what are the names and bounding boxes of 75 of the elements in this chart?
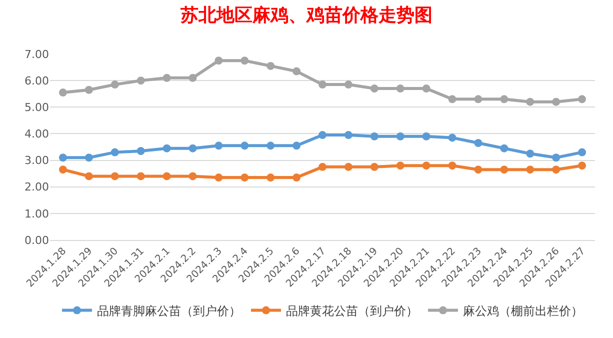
point bbox=[474, 166, 482, 174]
point bbox=[422, 162, 430, 170]
point bbox=[344, 80, 352, 89]
point bbox=[500, 95, 508, 104]
point bbox=[396, 84, 404, 93]
point bbox=[578, 95, 586, 104]
point bbox=[474, 95, 482, 104]
y-tick-label: 1.00 bbox=[24, 207, 49, 220]
point bbox=[110, 172, 119, 180]
point bbox=[240, 56, 249, 65]
point bbox=[58, 166, 67, 174]
point bbox=[240, 174, 249, 182]
legend-label: 品牌黄花公苗（到户价） bbox=[286, 304, 418, 318]
point bbox=[526, 150, 534, 158]
y-tick-label: 0.00 bbox=[24, 234, 49, 247]
point bbox=[422, 84, 430, 93]
point bbox=[136, 172, 145, 180]
point bbox=[214, 142, 223, 150]
y-tick-label: 7.00 bbox=[24, 48, 49, 61]
legend-label: 品牌青脚麻公苗（到户价） bbox=[97, 304, 241, 318]
point bbox=[84, 172, 93, 180]
point bbox=[344, 131, 352, 140]
point bbox=[110, 80, 119, 89]
point bbox=[292, 174, 301, 182]
point bbox=[344, 162, 352, 171]
y-tick-label: 2.00 bbox=[24, 180, 49, 194]
point bbox=[214, 174, 223, 182]
point bbox=[188, 172, 197, 180]
point bbox=[162, 172, 171, 180]
point bbox=[474, 139, 482, 148]
point bbox=[292, 67, 301, 76]
point bbox=[84, 86, 93, 94]
point bbox=[448, 95, 456, 104]
point bbox=[448, 134, 456, 142]
point bbox=[526, 166, 534, 174]
point bbox=[526, 98, 534, 106]
point bbox=[500, 166, 508, 174]
point bbox=[552, 166, 560, 174]
point bbox=[578, 162, 586, 170]
point bbox=[292, 142, 301, 150]
point bbox=[162, 144, 171, 152]
point bbox=[162, 74, 171, 82]
point bbox=[58, 154, 67, 162]
point bbox=[110, 148, 119, 156]
point bbox=[266, 174, 275, 182]
point bbox=[370, 84, 378, 93]
point bbox=[214, 56, 223, 65]
point bbox=[552, 98, 560, 106]
y-tick-label: 6.00 bbox=[24, 74, 49, 88]
point bbox=[136, 76, 145, 85]
point bbox=[318, 131, 326, 140]
point bbox=[448, 162, 456, 170]
point bbox=[396, 162, 404, 170]
point bbox=[188, 144, 197, 152]
point bbox=[500, 144, 508, 152]
point bbox=[266, 142, 275, 150]
point bbox=[266, 62, 275, 70]
legend-label: 麻公鸡（棚前出栏价） bbox=[463, 304, 583, 318]
point bbox=[136, 146, 145, 155]
point bbox=[84, 154, 93, 162]
point bbox=[370, 132, 378, 140]
y-tick-label: 3.00 bbox=[24, 154, 49, 168]
point bbox=[318, 162, 326, 171]
point bbox=[188, 74, 197, 82]
y-tick-label: 4.00 bbox=[24, 128, 49, 141]
point bbox=[240, 142, 249, 150]
point bbox=[396, 132, 404, 140]
point bbox=[318, 80, 326, 89]
point bbox=[552, 154, 560, 162]
point bbox=[578, 148, 586, 156]
y-tick-label: 5.00 bbox=[24, 100, 49, 114]
point bbox=[422, 132, 430, 140]
point bbox=[58, 88, 67, 97]
point bbox=[370, 162, 378, 171]
chart-title: 苏北地区麻鸡、鸡苗价格走势图 bbox=[180, 5, 432, 26]
